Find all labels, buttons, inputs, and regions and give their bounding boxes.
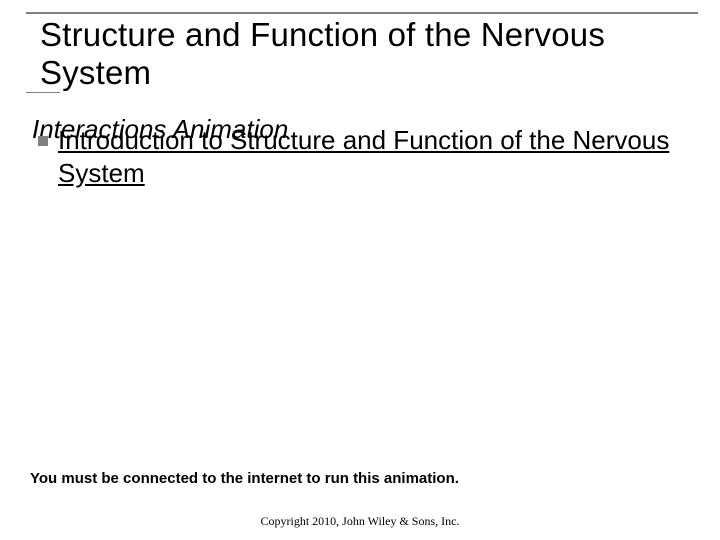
square-bullet-icon — [38, 136, 48, 146]
title-rule-bottom — [26, 92, 60, 93]
bullet-item: Introduction to Structure and Function o… — [38, 124, 700, 189]
title-rule-top — [26, 12, 698, 14]
slide-title: Structure and Function of the Nervous Sy… — [26, 16, 698, 92]
connection-note: You must be connected to the internet to… — [30, 470, 459, 487]
copyright-text: Copyright 2010, John Wiley & Sons, Inc. — [0, 514, 720, 529]
title-block: Structure and Function of the Nervous Sy… — [26, 12, 698, 93]
slide: Structure and Function of the Nervous Sy… — [0, 0, 720, 540]
animation-link[interactable]: Introduction to Structure and Function o… — [58, 124, 700, 189]
